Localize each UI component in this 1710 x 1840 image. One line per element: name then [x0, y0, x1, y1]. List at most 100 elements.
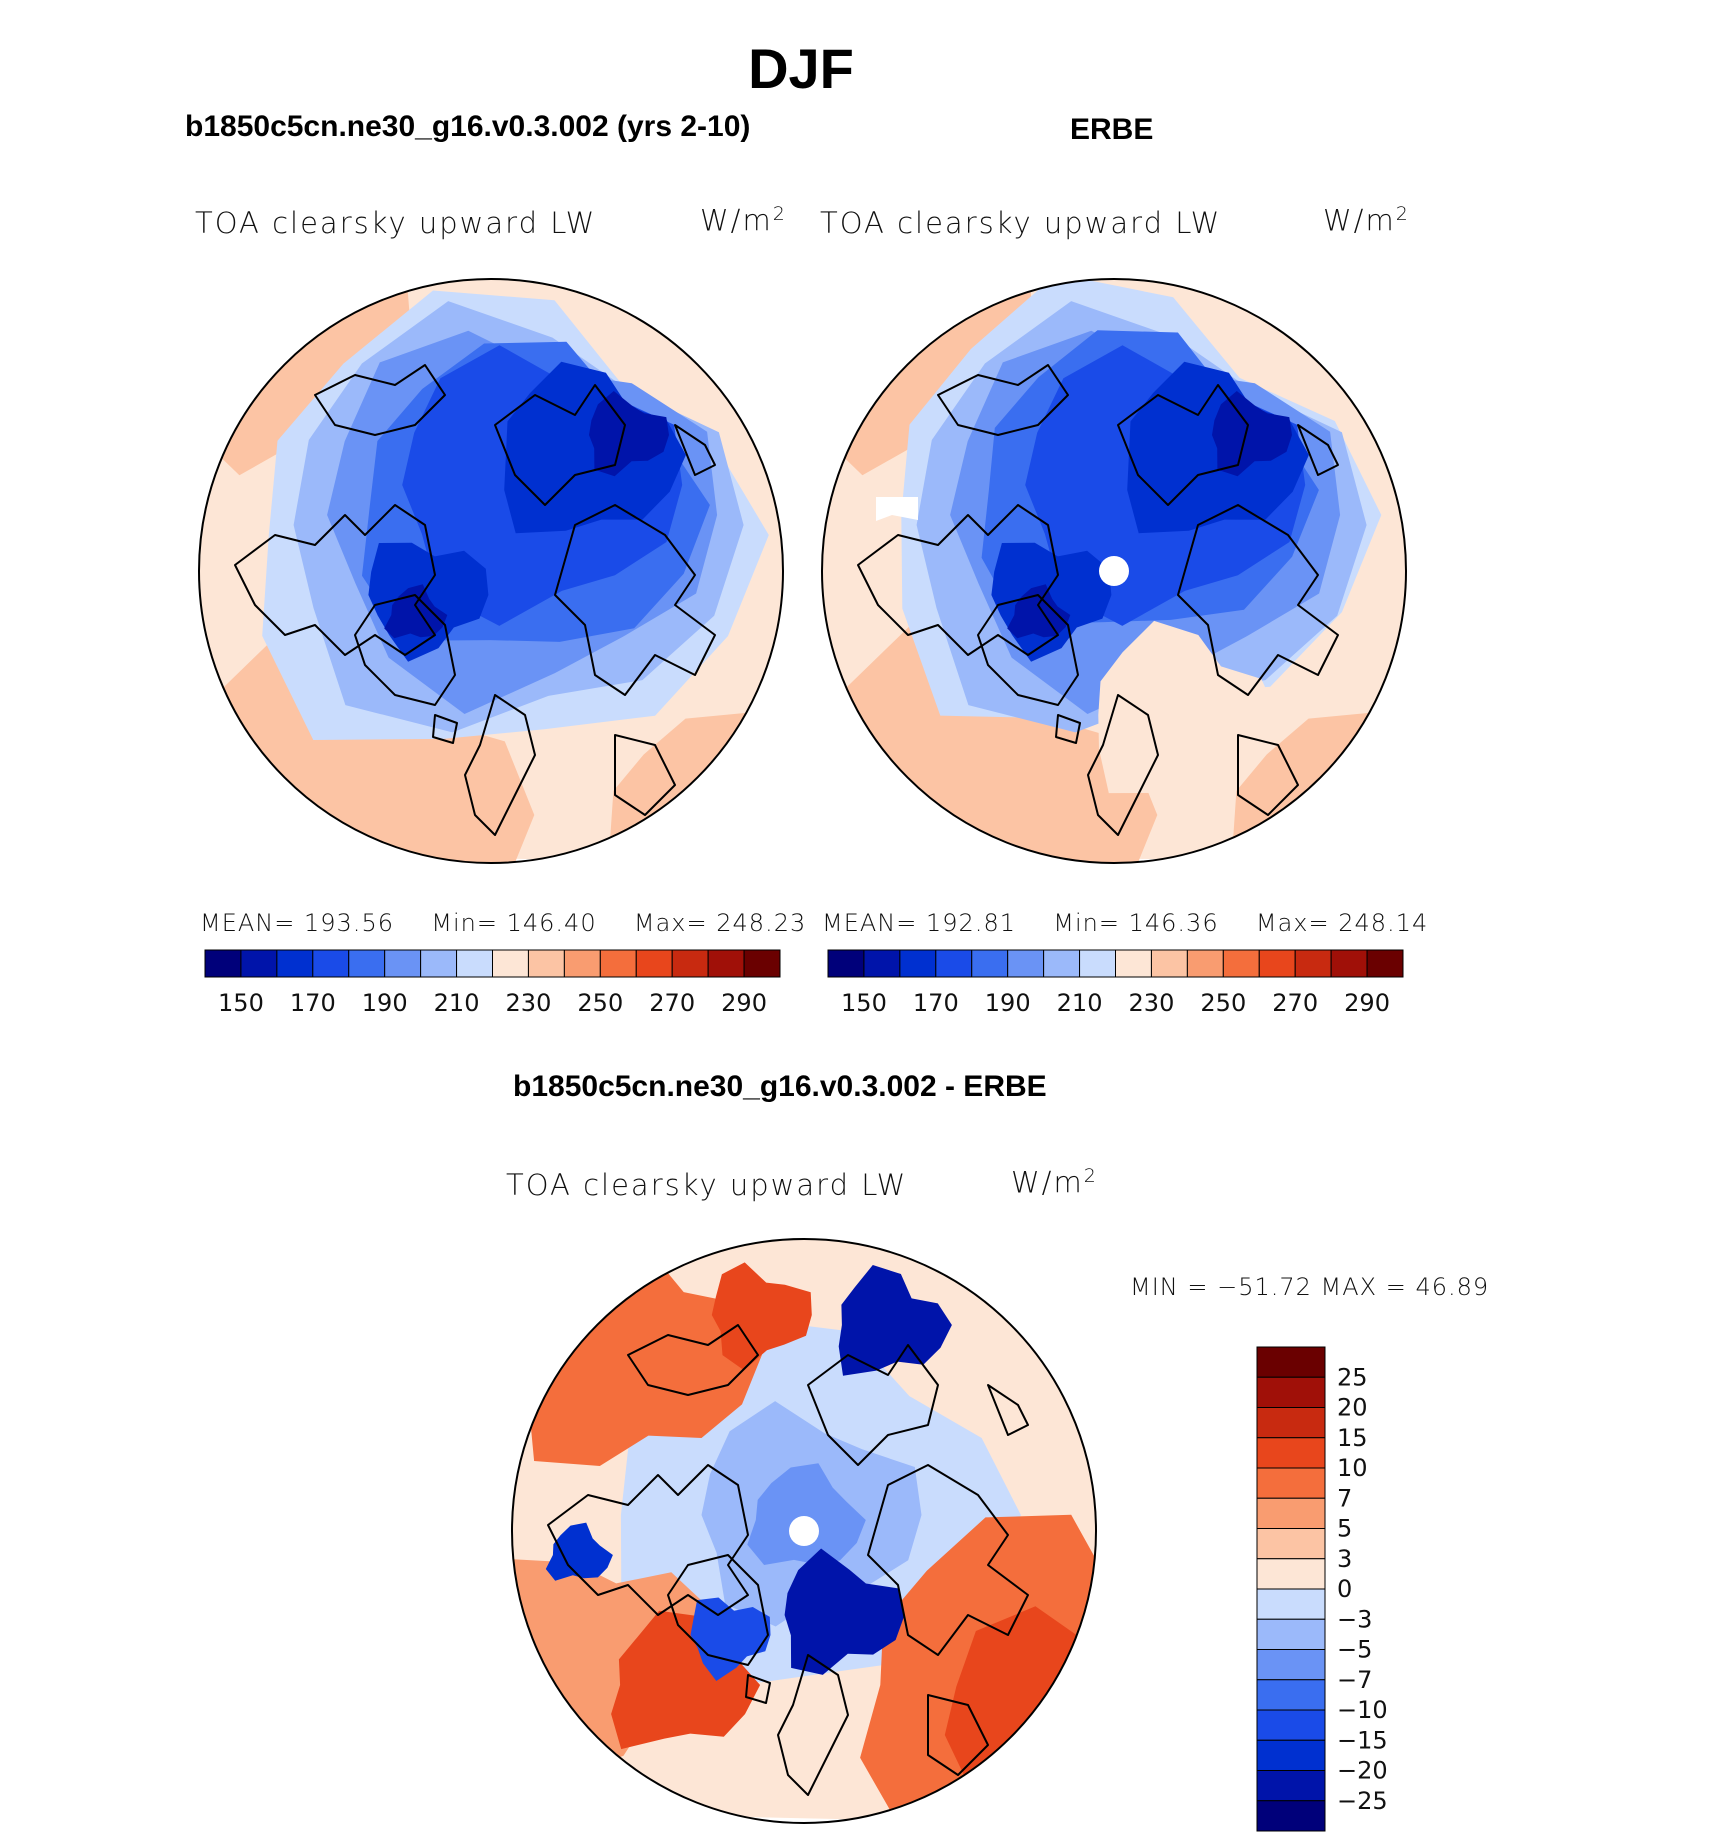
- obs-colorbar-swatch: [1330, 949, 1368, 978]
- obs-colorbar-swatch: [1258, 949, 1296, 978]
- obs-colorbar-swatch: [971, 949, 1009, 978]
- model-panel-title: b1850c5cn.ne30_g16.v0.3.002 (yrs 2-10): [185, 110, 751, 143]
- model-contour-region: [199, 625, 535, 863]
- obs-coastline: [1177, 504, 1339, 696]
- obs-coastline: [937, 364, 1069, 436]
- model-colorbar-tick-label: 250: [577, 989, 623, 1017]
- model-map-boundary: [198, 278, 784, 864]
- model-colorbar-tick-label: 150: [218, 989, 264, 1017]
- obs-colorbar-swatch: [1294, 949, 1332, 978]
- diff-colorbar-swatch: [1256, 1679, 1326, 1711]
- model-colorbar-swatch: [348, 949, 386, 978]
- diff-colorbar-tick-label: −5: [1337, 1636, 1372, 1664]
- diff-colorbar-swatch: [1256, 1588, 1326, 1620]
- diff-colorbar-tick-label: 25: [1337, 1363, 1368, 1391]
- model-colorbar: 150 170 190 210 230 250 270 290: [204, 949, 781, 1017]
- diff-colorbar-swatch: [1256, 1770, 1326, 1802]
- diff-coastline: [807, 1344, 939, 1466]
- model-coastline: [674, 424, 716, 476]
- model-colorbar-swatch: [276, 949, 314, 978]
- model-units-label: W/m2: [700, 203, 785, 238]
- obs-contour-region: [822, 625, 1158, 863]
- model-colorbar-swatch: [743, 949, 781, 978]
- diff-contour-region: [711, 1262, 812, 1371]
- diff-colorbar-swatch: [1256, 1649, 1326, 1681]
- diff-colorbar-tick-label: −15: [1337, 1726, 1388, 1754]
- diff-colorbar-swatch: [1256, 1558, 1326, 1590]
- diff-contour-region: [545, 1522, 613, 1581]
- model-colorbar-swatch: [240, 949, 278, 978]
- diff-colorbar-tick-label: 0: [1337, 1575, 1352, 1603]
- model-colorbar-tick-label: 210: [434, 989, 480, 1017]
- model-colorbar-swatch: [671, 949, 709, 978]
- model-coastline: [614, 734, 676, 816]
- obs-colorbar-tick-label: 230: [1129, 989, 1175, 1017]
- diff-coastline: [927, 1694, 989, 1776]
- obs-colorbar-swatch: [863, 949, 901, 978]
- diff-colorbar-swatch: [1256, 1800, 1326, 1832]
- obs-polar-map: [821, 278, 1407, 864]
- diff-colorbar-swatch: [1256, 1437, 1326, 1469]
- model-coastline: [464, 694, 536, 836]
- model-colorbar-swatch: [707, 949, 745, 978]
- model-min-label: Min=: [431, 909, 498, 937]
- diff-coastline: [987, 1384, 1029, 1436]
- diff-contour-region: [838, 1265, 952, 1376]
- obs-coastline: [1087, 694, 1159, 836]
- diff-units-label: W/m2: [1011, 1165, 1096, 1200]
- model-mean-label: MEAN=: [200, 909, 296, 937]
- obs-contour-region: [1098, 620, 1279, 794]
- obs-max-value: 248.14: [1338, 909, 1429, 937]
- obs-mean-label: MEAN=: [822, 909, 918, 937]
- model-colorbar-tick-label: 270: [649, 989, 695, 1017]
- obs-colorbar-swatch: [827, 949, 865, 978]
- diff-colorbar-swatch: [1256, 1467, 1326, 1499]
- obs-colorbar-swatch: [1150, 949, 1188, 978]
- obs-min-value: 146.36: [1128, 909, 1219, 937]
- model-colorbar-tick-label: 170: [290, 989, 336, 1017]
- obs-mean-value: 192.81: [926, 909, 1016, 937]
- model-coastline: [432, 714, 458, 744]
- model-colorbar-swatch: [492, 949, 529, 978]
- model-colorbar-swatch: [456, 949, 493, 978]
- model-colorbar-swatch: [563, 949, 601, 978]
- diff-coastline: [745, 1674, 771, 1704]
- model-colorbar-tick-label: 230: [506, 989, 552, 1017]
- diff-colorbar-swatch: [1256, 1346, 1326, 1378]
- model-variable-label: TOA clearsky upward LW: [195, 206, 597, 240]
- obs-colorbar-swatch: [1222, 949, 1260, 978]
- model-stats: MEAN= 193.56 Min= 146.40 Max= 248.23: [200, 909, 806, 937]
- model-colorbar-swatch: [384, 949, 422, 978]
- obs-colorbar-swatch: [1115, 949, 1152, 978]
- diff-colorbar-swatch: [1256, 1528, 1326, 1560]
- obs-colorbar-swatch: [1043, 949, 1081, 978]
- obs-pole-hole: [1099, 556, 1129, 586]
- diff-map-boundary: [511, 1238, 1097, 1824]
- diff-pole-hole: [789, 1516, 819, 1546]
- diff-coastline: [627, 1324, 759, 1396]
- model-contour-region: [589, 391, 669, 477]
- diff-colorbar-tick-label: 3: [1337, 1545, 1352, 1573]
- obs-variable-label: TOA clearsky upward LW: [820, 206, 1222, 240]
- diff-colorbar-swatch: [1256, 1497, 1326, 1529]
- obs-colorbar-tick-label: 290: [1344, 989, 1390, 1017]
- obs-colorbar-tick-label: 150: [841, 989, 887, 1017]
- obs-coastline: [1297, 424, 1339, 476]
- diff-coastline: [547, 1464, 749, 1616]
- model-max-value: 248.23: [716, 909, 807, 937]
- model-min-value: 146.40: [506, 909, 597, 937]
- obs-colorbar: 150 170 190 210 230 250 270 290: [827, 949, 1404, 1017]
- model-polar-map: [198, 278, 784, 864]
- obs-colorbar-swatch: [1007, 949, 1045, 978]
- diff-coastline: [867, 1464, 1029, 1656]
- diff-colorbar-swatch: [1256, 1709, 1326, 1741]
- obs-coastline: [857, 504, 1059, 656]
- diff-colorbar-tick-label: −20: [1337, 1757, 1388, 1785]
- diff-colorbar-tick-label: −10: [1337, 1696, 1388, 1724]
- model-colorbar-tick-label: 290: [721, 989, 767, 1017]
- diff-contour-region: [784, 1548, 905, 1675]
- diff-contour-region: [611, 1610, 761, 1750]
- diff-colorbar-tick-label: −25: [1337, 1787, 1388, 1815]
- model-colorbar-tick-label: 190: [362, 989, 408, 1017]
